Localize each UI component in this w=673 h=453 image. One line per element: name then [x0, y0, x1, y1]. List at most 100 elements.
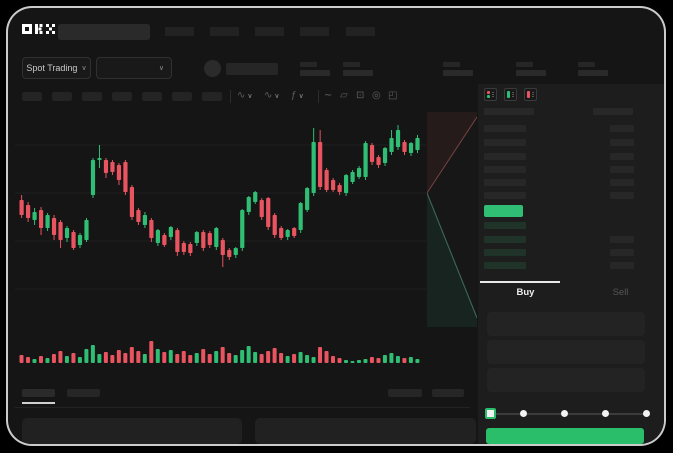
candle-body	[175, 230, 180, 252]
okx-logo[interactable]	[22, 23, 56, 36]
bid-amount-2	[610, 236, 634, 243]
slider-step-5[interactable]	[643, 410, 650, 417]
timeframe-button-6[interactable]	[172, 92, 192, 101]
volume-bar	[324, 351, 329, 363]
candle-body	[84, 220, 89, 240]
candle-body	[298, 203, 303, 230]
stat-value-placeholder	[578, 70, 608, 76]
volume-bar	[298, 352, 303, 363]
line-tool-icon: ∼	[324, 90, 333, 101]
volume-bar	[110, 355, 115, 363]
volume-bar	[233, 355, 238, 363]
candle-body	[324, 170, 329, 190]
timeframe-button-5[interactable]	[142, 92, 162, 101]
ask-amount-6	[610, 192, 634, 199]
slider-step-3[interactable]	[561, 410, 568, 417]
bottom-action-1[interactable]	[388, 389, 422, 397]
book-layout-sell-icon[interactable]	[524, 88, 537, 101]
ask-amount-5	[610, 179, 634, 186]
fullscreen-icon: ◰	[388, 90, 398, 101]
nav-item-3[interactable]	[255, 27, 284, 36]
settings-icon[interactable]: ◎	[372, 88, 381, 104]
bid-amount-3	[610, 249, 634, 256]
line-tool-icon[interactable]: ∼	[324, 88, 332, 104]
volume-bar	[240, 350, 245, 363]
last-price-badge[interactable]	[484, 205, 523, 217]
volume-chart	[19, 341, 420, 363]
volume-bar	[188, 355, 193, 363]
orderbook-header-amount	[593, 108, 633, 115]
fullscreen-icon[interactable]: ◰	[388, 88, 397, 104]
volume-bar	[389, 353, 394, 363]
price-input[interactable]	[487, 312, 645, 336]
fx-icon[interactable]: ƒ ∨	[291, 88, 304, 104]
candle-body	[279, 228, 284, 238]
book-layout-split-icon[interactable]	[484, 88, 497, 101]
bids-depth-area	[427, 193, 477, 327]
candle-body	[318, 142, 323, 187]
tab-buy[interactable]: Buy	[516, 287, 535, 298]
amount-slider-handle[interactable]	[485, 408, 496, 419]
timeframe-button-2[interactable]	[52, 92, 72, 101]
market-type-selector[interactable]: Spot Trading ∨	[22, 57, 91, 79]
volume-bar	[272, 348, 277, 363]
stat-label-placeholder	[578, 62, 595, 67]
candle-body	[149, 220, 154, 238]
candle-body	[142, 215, 148, 225]
candle-body	[369, 145, 375, 162]
pair-coin-icon	[204, 60, 221, 77]
snapshot-icon[interactable]: ⊡	[356, 88, 364, 104]
candle-body	[155, 230, 160, 243]
nav-item-5[interactable]	[346, 27, 375, 36]
header-search-placeholder[interactable]	[58, 24, 150, 40]
stat-label-placeholder	[516, 62, 533, 67]
stat-label-placeholder	[300, 62, 317, 67]
stat-label-placeholder	[343, 62, 360, 67]
stat-value-placeholder	[300, 70, 330, 76]
candle-body	[272, 215, 277, 235]
volume-bar	[305, 355, 310, 363]
nav-item-2[interactable]	[210, 27, 239, 36]
tab-sell[interactable]: Sell	[612, 287, 629, 298]
active-tab-indicator	[480, 281, 560, 283]
candlestick-chart[interactable]	[15, 108, 427, 332]
volume-bar	[201, 349, 206, 363]
orderbook-layout-toggles	[484, 88, 537, 101]
candle-body	[110, 162, 115, 172]
volume-bar	[77, 357, 82, 363]
amount-input[interactable]	[487, 340, 645, 364]
ask-amount-1	[610, 125, 634, 132]
pair-selector-dropdown[interactable]: ∨	[96, 57, 172, 79]
candle-body	[97, 158, 102, 160]
timeframe-button-7[interactable]	[202, 92, 222, 101]
volume-bar	[356, 360, 361, 363]
timeframe-button-3[interactable]	[82, 92, 102, 101]
bottom-action-2[interactable]	[432, 389, 464, 397]
book-layout-buy-icon[interactable]	[504, 88, 517, 101]
timeframe-button-1[interactable]	[22, 92, 42, 101]
candle-body	[292, 228, 297, 236]
volume-bar	[97, 354, 102, 363]
slider-step-4[interactable]	[602, 410, 609, 417]
timeframe-button-4[interactable]	[112, 92, 132, 101]
bottom-tab-orders[interactable]	[22, 389, 55, 397]
candle-body	[240, 210, 245, 248]
app-window: Spot Trading ∨ ∨ Buy Sell	[6, 6, 666, 446]
indicators-icon[interactable]: ∿ ∨	[237, 88, 253, 104]
volume-bar	[71, 353, 76, 363]
candle-body	[201, 232, 206, 248]
candle-body	[45, 215, 50, 228]
buy-submit-button[interactable]	[486, 428, 644, 444]
candle-body	[331, 180, 336, 190]
volume-bar	[395, 356, 400, 363]
nav-item-4[interactable]	[300, 27, 329, 36]
volume-bar	[45, 358, 50, 363]
volume-bar	[181, 351, 186, 363]
layers-icon[interactable]: ▱	[340, 88, 348, 104]
volume-bar	[279, 353, 284, 363]
total-input[interactable]	[487, 368, 645, 392]
bottom-tab-history[interactable]	[67, 389, 100, 397]
compare-icon[interactable]: ∿ ∨	[264, 88, 280, 104]
nav-item-1[interactable]	[165, 27, 194, 36]
slider-step-2[interactable]	[520, 410, 527, 417]
